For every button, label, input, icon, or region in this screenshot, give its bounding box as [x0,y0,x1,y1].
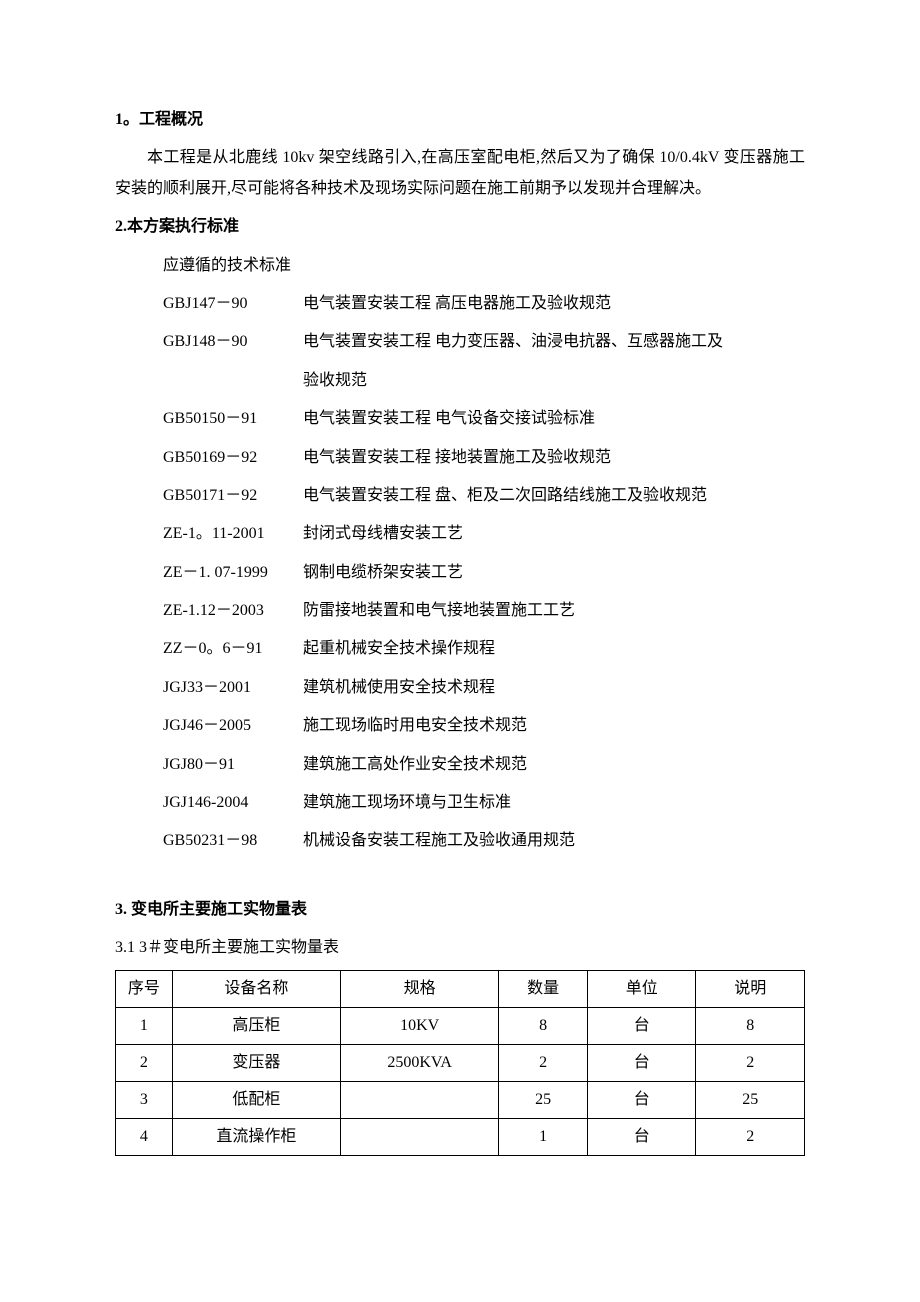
table-header-cell: 说明 [696,970,805,1007]
table-row: 1高压柜10KV8台8 [116,1007,805,1044]
table-cell [340,1081,498,1118]
section1-paragraph: 本工程是从北鹿线 10kv 架空线路引入,在高压室配电柜,然后又为了确保 10/… [115,143,805,204]
standard-line: ZE－1. 07-1999钢制电缆桥架安装工艺 [163,558,805,588]
table-cell: 2500KVA [340,1044,498,1081]
standard-code: ZE－1. 07-1999 [163,558,303,588]
table-cell: 8 [499,1007,588,1044]
table-header-cell: 单位 [587,970,695,1007]
standard-code: GB50231－98 [163,826,303,856]
spacer [115,865,805,895]
equipment-table: 序号 设备名称 规格 数量 单位 说明 1高压柜10KV8台82变压器2500K… [115,970,805,1156]
table-cell: 8 [696,1007,805,1044]
standard-line: JGJ33－2001建筑机械使用安全技术规程 [163,673,805,703]
table-cell: 1 [116,1007,173,1044]
table-cell: 2 [499,1044,588,1081]
standard-line: ZE-1。11-2001封闭式母线槽安装工艺 [163,519,805,549]
table-cell: 低配柜 [172,1081,340,1118]
table-cell: 变压器 [172,1044,340,1081]
table-cell: 25 [499,1081,588,1118]
standard-desc: 施工现场临时用电安全技术规范 [303,711,527,741]
document-page: 1。工程概况 本工程是从北鹿线 10kv 架空线路引入,在高压室配电柜,然后又为… [0,0,920,1302]
table-header-cell: 数量 [499,970,588,1007]
table-cell: 2 [696,1044,805,1081]
table-cell: 台 [587,1044,695,1081]
table-header-cell: 设备名称 [172,970,340,1007]
standard-line: GB50171－92电气装置安装工程 盘、柜及二次回路结线施工及验收规范 [163,481,805,511]
standard-desc: 防雷接地装置和电气接地装置施工工艺 [303,596,575,626]
standard-desc: 电气装置安装工程 高压电器施工及验收规范 [303,289,611,319]
table-cell: 直流操作柜 [172,1118,340,1155]
standard-desc: 起重机械安全技术操作规程 [303,634,495,664]
table-cell: 高压柜 [172,1007,340,1044]
table-header-cell: 规格 [340,970,498,1007]
table-header-row: 序号 设备名称 规格 数量 单位 说明 [116,970,805,1007]
standard-line: GBJ147－90电气装置安装工程 高压电器施工及验收规范 [163,289,805,319]
standard-desc: 电气装置安装工程 电气设备交接试验标准 [303,404,595,434]
standard-line: ZZ－0。6－91起重机械安全技术操作规程 [163,634,805,664]
standard-desc: 电气装置安装工程 电力变压器、油浸电抗器、互感器施工及 [303,327,723,357]
section1-heading: 1。工程概况 [115,105,805,135]
section3-heading: 3. 变电所主要施工实物量表 [115,895,805,925]
section3-subheading: 3.1 3＃变电所主要施工实物量表 [115,933,805,963]
standard-code: JGJ80－91 [163,750,303,780]
standard-desc: 建筑施工现场环境与卫生标准 [303,788,511,818]
table-cell: 25 [696,1081,805,1118]
standard-code: JGJ33－2001 [163,673,303,703]
table-header-cell: 序号 [116,970,173,1007]
table-cell: 2 [696,1118,805,1155]
table-cell: 台 [587,1007,695,1044]
standard-code: JGJ46－2005 [163,711,303,741]
standard-line: JGJ46－2005施工现场临时用电安全技术规范 [163,711,805,741]
table-cell: 4 [116,1118,173,1155]
table-cell: 3 [116,1081,173,1118]
standard-code: GB50171－92 [163,481,303,511]
standard-line: GB50231－98机械设备安装工程施工及验收通用规范 [163,826,805,856]
standard-code: ZE-1。11-2001 [163,519,303,549]
standard-line: ZE-1.12－2003防雷接地装置和电气接地装置施工工艺 [163,596,805,626]
standard-line: GB50150－91电气装置安装工程 电气设备交接试验标准 [163,404,805,434]
table-cell: 10KV [340,1007,498,1044]
table-cell [340,1118,498,1155]
standard-line: GBJ148－90电气装置安装工程 电力变压器、油浸电抗器、互感器施工及 [163,327,805,357]
standard-code: GB50169－92 [163,443,303,473]
table-row: 2变压器2500KVA2台2 [116,1044,805,1081]
standard-code: GBJ147－90 [163,289,303,319]
table-cell: 1 [499,1118,588,1155]
standard-desc: 封闭式母线槽安装工艺 [303,519,463,549]
table-cell: 台 [587,1081,695,1118]
standard-desc: 电气装置安装工程 接地装置施工及验收规范 [303,443,611,473]
standards-list: GBJ147－90电气装置安装工程 高压电器施工及验收规范GBJ148－90电气… [163,289,805,857]
standards-block: 应遵循的技术标准 GBJ147－90电气装置安装工程 高压电器施工及验收规范GB… [115,251,805,857]
standard-line: JGJ80－91建筑施工高处作业安全技术规范 [163,750,805,780]
standard-desc: 钢制电缆桥架安装工艺 [303,558,463,588]
table-body: 1高压柜10KV8台82变压器2500KVA2台23低配柜25台254直流操作柜… [116,1007,805,1155]
standard-code: GBJ148－90 [163,327,303,357]
standard-code: JGJ146-2004 [163,788,303,818]
standard-continuation: 验收规范 [163,366,805,396]
standard-line: JGJ146-2004建筑施工现场环境与卫生标准 [163,788,805,818]
standard-desc: 电气装置安装工程 盘、柜及二次回路结线施工及验收规范 [303,481,707,511]
table-cell: 2 [116,1044,173,1081]
standard-code: GB50150－91 [163,404,303,434]
standard-desc: 机械设备安装工程施工及验收通用规范 [303,826,575,856]
standard-desc: 建筑机械使用安全技术规程 [303,673,495,703]
standard-code: ZZ－0。6－91 [163,634,303,664]
table-row: 3低配柜 25台25 [116,1081,805,1118]
standard-line: GB50169－92电气装置安装工程 接地装置施工及验收规范 [163,443,805,473]
table-cell: 台 [587,1118,695,1155]
standards-intro: 应遵循的技术标准 [163,251,805,281]
standard-desc: 建筑施工高处作业安全技术规范 [303,750,527,780]
standard-code: ZE-1.12－2003 [163,596,303,626]
section2-heading: 2.本方案执行标准 [115,212,805,242]
table-row: 4直流操作柜 1台2 [116,1118,805,1155]
